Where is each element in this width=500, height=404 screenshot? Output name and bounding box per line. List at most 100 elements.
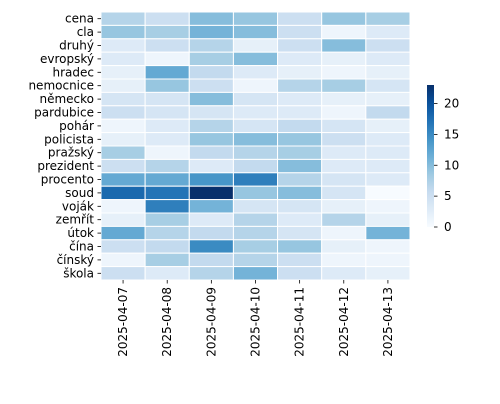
heatmap-cell <box>232 24 279 40</box>
heatmap-cell <box>321 145 367 160</box>
heatmap-cell <box>100 145 146 160</box>
y-tick-label: pohár <box>59 119 94 133</box>
heatmap-cell <box>188 225 234 241</box>
heatmap-cell <box>321 78 367 93</box>
y-tick-label: škola <box>63 266 94 280</box>
heatmap-cell <box>100 172 146 187</box>
heatmap-cell <box>144 266 190 281</box>
heatmap-cell <box>100 239 146 254</box>
heatmap-cell <box>188 11 234 26</box>
heatmap-cell <box>100 78 146 93</box>
heatmap-cell <box>188 51 234 67</box>
x-tick-label: 2025-04-12 <box>337 287 351 357</box>
heatmap-cell <box>277 38 323 53</box>
heatmap-cell <box>100 212 146 227</box>
colorbar-tick-label: 0 <box>444 220 452 234</box>
heatmap-cell <box>365 252 411 268</box>
heatmap-cell <box>100 118 146 134</box>
heatmap-cell <box>232 145 279 160</box>
colorbar-gradient <box>427 85 434 227</box>
heatmap-cell <box>232 199 279 214</box>
heatmap-cell <box>232 65 279 80</box>
heatmap-cell <box>144 105 190 120</box>
heatmap-cell <box>144 158 190 174</box>
heatmap-cell <box>144 118 190 134</box>
colorbar-tick-label: 15 <box>444 127 459 141</box>
heatmap-cell <box>188 212 234 227</box>
heatmap-cell <box>100 199 146 214</box>
heatmap-cell <box>232 239 279 254</box>
heatmap-cell <box>100 225 146 241</box>
heatmap-cell <box>100 252 146 268</box>
heatmap-cell <box>277 145 323 160</box>
heatmap-cell <box>232 78 279 93</box>
heatmap-cell <box>365 132 411 147</box>
heatmap-cell <box>277 252 323 268</box>
y-tick-label: německo <box>39 92 94 106</box>
heatmap-cell <box>100 266 146 281</box>
y-tick-label: procento <box>41 173 94 187</box>
heatmap-cell <box>188 118 234 134</box>
heatmap-cell <box>321 185 367 201</box>
heatmap-cell <box>188 158 234 174</box>
heatmap-cell <box>365 38 411 53</box>
heatmap-cell <box>365 11 411 26</box>
colorbar: 0 5 10 15 20 <box>427 85 459 234</box>
heatmap-cell <box>277 65 323 80</box>
heatmap-cell <box>321 239 367 254</box>
heatmap-cell <box>277 78 323 93</box>
y-tick-label: pražský <box>48 146 94 160</box>
heatmap-cell <box>100 185 146 201</box>
heatmap-cell <box>365 78 411 93</box>
y-tick-label: soud <box>65 186 94 200</box>
heatmap-cell <box>277 239 323 254</box>
y-tick-label: policista <box>44 132 94 146</box>
heatmap-cell <box>100 51 146 67</box>
heatmap-cell <box>100 132 146 147</box>
heatmap-cell <box>365 91 411 107</box>
heatmap-cell <box>144 145 190 160</box>
heatmap-cell <box>321 51 367 67</box>
heatmap-cell <box>144 252 190 268</box>
heatmap-cell <box>321 11 367 26</box>
heatmap-cell <box>232 225 279 241</box>
heatmap-cell <box>321 132 367 147</box>
y-tick-label: čína <box>69 240 94 254</box>
heatmap-cell <box>321 212 367 227</box>
heatmap-cell <box>232 252 279 268</box>
heatmap-cell <box>277 105 323 120</box>
heatmap-cell <box>277 91 323 107</box>
heatmap-cell <box>321 266 367 281</box>
x-tick-label: 2025-04-13 <box>381 287 395 357</box>
heatmap-cell <box>188 65 234 80</box>
heatmap-cell <box>144 11 190 26</box>
heatmap-cell <box>365 51 411 67</box>
heatmap-cell <box>232 91 279 107</box>
heatmap-cell <box>188 266 234 281</box>
heatmap-cell <box>232 38 279 53</box>
x-tick-label: 2025-04-11 <box>293 287 307 357</box>
heatmap-cell <box>144 78 190 93</box>
heatmap-cell <box>144 225 190 241</box>
x-tick-label: 2025-04-10 <box>248 287 262 357</box>
heatmap-cell <box>232 172 279 187</box>
heatmap-cell <box>365 225 411 241</box>
heatmap-cell <box>144 65 190 80</box>
heatmap-cell <box>321 225 367 241</box>
y-tick-label: čínský <box>57 253 94 267</box>
y-tick-label: útok <box>67 226 94 240</box>
heatmap-cell <box>144 239 190 254</box>
heatmap-cell <box>365 65 411 80</box>
heatmap-cell <box>188 172 234 187</box>
y-tick-label: hradec <box>53 65 95 79</box>
y-tick-label: cla <box>77 25 94 39</box>
heatmap-cell <box>232 266 279 281</box>
heatmap-cell <box>100 158 146 174</box>
heatmap-cell <box>100 24 146 40</box>
heatmap-cell <box>188 132 234 147</box>
heatmap-cell <box>188 199 234 214</box>
heatmap-cell <box>232 51 279 67</box>
heatmap-cell <box>144 212 190 227</box>
heatmap-cell <box>232 185 279 201</box>
heatmap-cell <box>321 105 367 120</box>
